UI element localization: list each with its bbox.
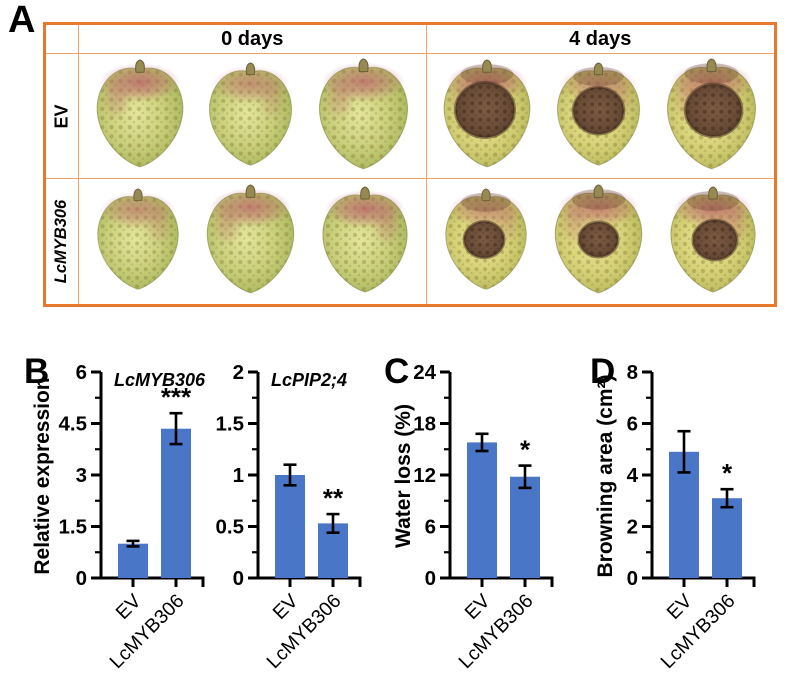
- y-tick-label: 0: [627, 567, 638, 590]
- lychee-fruit-photo: [670, 185, 756, 293]
- table-corner-cell: [46, 25, 79, 54]
- photo-cell-LcMYB306-0days: [79, 179, 427, 304]
- lychee-fruit-photo: [444, 59, 531, 168]
- y-tick-label: 2: [233, 361, 244, 384]
- lychee-fruit-photo: [96, 59, 183, 168]
- photo-cell-EV-0days: [79, 54, 427, 179]
- y-tick-label: 0.5: [216, 516, 245, 539]
- lychee-fruit-photo: [445, 188, 527, 290]
- chart-title: LcMYB306: [114, 370, 206, 390]
- lychee-fruit-photo: [97, 188, 179, 290]
- lychee-fruit-photo: [322, 185, 408, 293]
- x-tick-label-EV: EV: [112, 590, 146, 624]
- col-header-0-days: 0 days: [79, 25, 427, 54]
- bar-LcMYB306: [510, 476, 540, 578]
- panel-letter-D: D: [590, 352, 615, 391]
- lychee-fruit-photo: [206, 184, 294, 294]
- y-axis-title: Relative expression: [31, 377, 54, 574]
- lychee-fruit-photo: [209, 61, 293, 166]
- lychee-fruit-photo: [557, 61, 641, 166]
- bar-LcMYB306: [712, 498, 742, 578]
- y-tick-label: 2: [627, 516, 638, 539]
- y-tick-label: 8: [627, 361, 638, 384]
- bar-LcMYB306: [161, 428, 191, 578]
- y-tick-label: 1.5: [216, 413, 245, 436]
- panel-a-photo-table: 0 days 4 days EV LcMYB306: [43, 22, 777, 307]
- x-tick-label-EV: EV: [269, 590, 303, 624]
- bar-charts-panel: B Relative expression LcMYB306 0 1.5 3 4.5 6 EV L…: [0, 340, 805, 693]
- panel-letter-B: B: [24, 352, 49, 391]
- y-tick-label: 0: [233, 567, 244, 590]
- significance-marker: ***: [161, 382, 192, 412]
- panel-a-letter: A: [8, 0, 36, 41]
- significance-marker: *: [722, 458, 733, 488]
- lychee-fruit-photo: [667, 58, 757, 169]
- y-tick-label: 0: [425, 567, 436, 590]
- y-tick-label: 1: [233, 464, 244, 487]
- x-tick-label-EV: EV: [461, 590, 495, 624]
- y-tick-label: 4: [627, 464, 639, 487]
- bar-EV: [275, 475, 305, 578]
- photo-cell-EV-4days: [426, 54, 774, 179]
- row-label-EV: EV: [46, 54, 79, 179]
- significance-marker: **: [323, 483, 344, 513]
- col-header-4-days: 4 days: [426, 25, 774, 54]
- y-tick-label: 18: [413, 413, 436, 436]
- chart-title: LcPIP2;4: [271, 370, 347, 390]
- y-tick-label: 24: [413, 361, 436, 384]
- y-tick-label: 3: [76, 464, 87, 487]
- y-axis-title: Water loss (%): [392, 404, 415, 548]
- y-tick-label: 6: [425, 516, 436, 539]
- lychee-fruit-photo: [554, 184, 642, 294]
- row-label-LcMYB306: LcMYB306: [46, 179, 79, 304]
- photo-cell-LcMYB306-4days: [427, 179, 775, 304]
- bar-EV: [467, 442, 497, 578]
- y-tick-label: 6: [627, 413, 638, 436]
- y-axis-title: Browning area (cm²): [594, 374, 617, 577]
- panel-letter-C: C: [384, 352, 409, 391]
- lychee-fruit-photo: [318, 58, 408, 169]
- y-tick-label: 4.5: [59, 413, 88, 436]
- y-tick-label: 12: [413, 464, 436, 487]
- x-tick-label-EV: EV: [663, 590, 697, 624]
- bar-EV: [118, 543, 148, 578]
- y-tick-label: 6: [76, 361, 87, 384]
- significance-marker: *: [520, 435, 531, 465]
- y-tick-label: 1.5: [59, 516, 88, 539]
- y-tick-label: 0: [76, 567, 87, 590]
